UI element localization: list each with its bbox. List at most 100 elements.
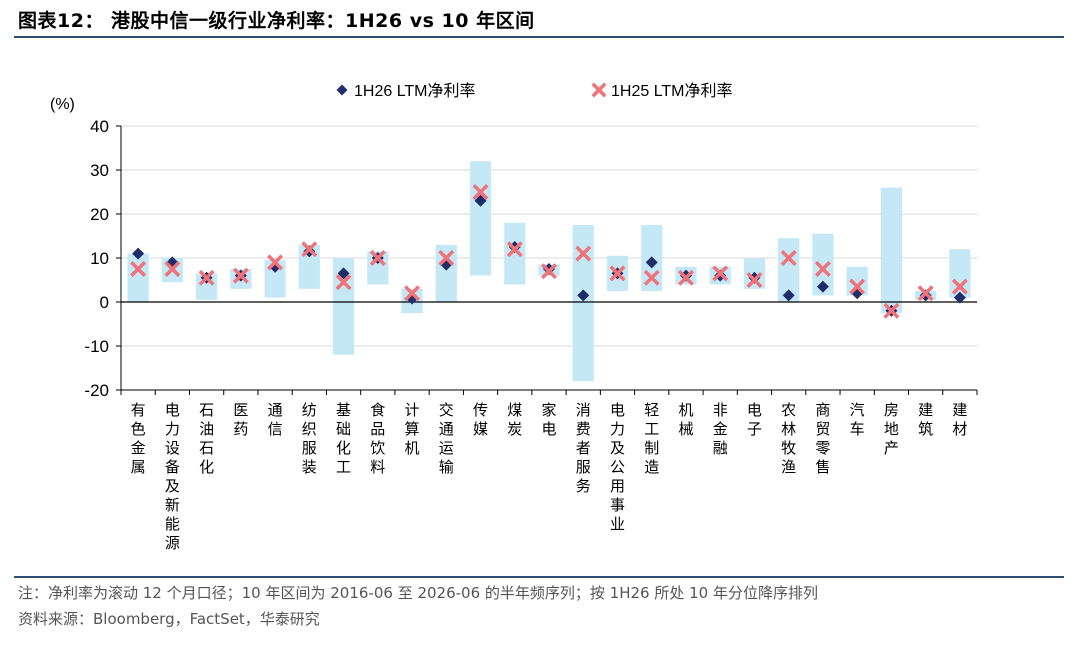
point-1h25 bbox=[335, 274, 352, 291]
y-tick-label: 10 bbox=[90, 249, 109, 268]
y-tick-label: 20 bbox=[90, 205, 109, 224]
range-bar bbox=[367, 251, 389, 285]
range-bar bbox=[812, 233, 834, 296]
category-label: 计算机 bbox=[405, 401, 420, 457]
x-marker-stroke bbox=[609, 265, 626, 282]
category-label: 煤炭 bbox=[507, 401, 522, 438]
point-1h25 bbox=[951, 278, 968, 295]
category-label: 商贸零售 bbox=[815, 401, 830, 476]
range-bar bbox=[846, 266, 868, 296]
x-marker-stroke bbox=[849, 278, 866, 295]
x-marker-stroke bbox=[438, 250, 455, 266]
x-marker-stroke bbox=[506, 241, 523, 258]
point-1h25 bbox=[917, 285, 934, 302]
category-label: 建筑 bbox=[918, 401, 933, 438]
x-marker-stroke bbox=[198, 269, 215, 286]
legend-1h25-label: 1H25 LTM净利率 bbox=[611, 82, 733, 100]
point-1h25 bbox=[369, 250, 386, 266]
y-tick-label: -20 bbox=[84, 381, 109, 400]
point-1h25 bbox=[438, 250, 455, 266]
category-label: 房地产 bbox=[884, 401, 899, 457]
point-1h25 bbox=[267, 254, 284, 271]
chart-title: 图表12： 港股中信一级行业净利率：1H26 vs 10 年区间 bbox=[18, 10, 535, 32]
point-1h26 bbox=[132, 247, 145, 260]
range-bar bbox=[949, 249, 971, 298]
y-unit-label: (%) bbox=[50, 96, 75, 113]
category-label: 非金融 bbox=[713, 401, 728, 457]
point-1h25 bbox=[575, 245, 592, 262]
title-rule bbox=[14, 36, 1064, 38]
x-marker-stroke bbox=[472, 184, 489, 200]
point-1h26 bbox=[816, 280, 829, 293]
category-label: 消费者服务 bbox=[576, 401, 591, 495]
range-bar bbox=[469, 161, 492, 276]
category-label: 传媒 bbox=[473, 401, 488, 438]
source-note: 资料来源：Bloomberg，FactSet，华泰研究 bbox=[18, 610, 320, 628]
point-1h26 bbox=[406, 292, 419, 305]
category-label: 基础化工 bbox=[336, 401, 351, 476]
x-marker-stroke bbox=[267, 254, 284, 271]
range-bar bbox=[504, 222, 526, 285]
x-marker-stroke bbox=[232, 267, 249, 284]
point-1h26 bbox=[269, 260, 282, 273]
x-marker-stroke bbox=[301, 241, 318, 258]
category-label: 汽车 bbox=[850, 401, 865, 438]
point-1h25 bbox=[643, 269, 660, 286]
category-label: 有色金属 bbox=[131, 401, 146, 476]
x-marker-stroke bbox=[746, 272, 763, 288]
category-label: 通信 bbox=[268, 401, 283, 438]
labels: -20 -10 0 10 20 30 40 (%) 有色金属 电力设备及新能源 石油石化 医药通信纺织… bbox=[50, 96, 967, 552]
x-marker-stroke bbox=[814, 261, 831, 277]
x-marker-stroke bbox=[591, 82, 607, 98]
footnote: 注：净利率为滚动 12 个月口径；10 年区间为 2016-06 至 2026-… bbox=[18, 584, 818, 602]
point-1h25 bbox=[404, 285, 421, 302]
point-1h26 bbox=[953, 291, 966, 304]
point-1h26 bbox=[577, 289, 590, 302]
point-1h25 bbox=[541, 263, 557, 280]
x-marker-stroke bbox=[883, 302, 900, 319]
y-tick-label: 40 bbox=[90, 117, 109, 136]
range-bar bbox=[127, 253, 149, 302]
range-bar bbox=[435, 244, 457, 302]
x-marker-stroke bbox=[404, 285, 421, 302]
category-label: 医药 bbox=[233, 401, 248, 438]
point-1h25 bbox=[712, 265, 729, 282]
point-1h25 bbox=[472, 184, 489, 200]
category-label: 食品饮料 bbox=[370, 401, 385, 476]
x-marker-stroke bbox=[643, 269, 660, 286]
legend: 1H26 LTM净利率 1H25 LTM净利率 bbox=[354, 82, 733, 100]
axes bbox=[116, 125, 978, 395]
range-bar bbox=[880, 187, 903, 313]
range-bar bbox=[572, 225, 594, 382]
x-marker-stroke bbox=[164, 261, 181, 277]
category-label: 家电 bbox=[541, 401, 556, 438]
point-1h25 bbox=[609, 265, 626, 282]
point-1h25 bbox=[301, 241, 318, 258]
point-1h25 bbox=[130, 261, 147, 277]
point-1h25 bbox=[780, 250, 797, 266]
category-label: 轻工制造 bbox=[644, 401, 659, 476]
range-bar bbox=[195, 273, 218, 300]
x-marker-stroke bbox=[712, 265, 729, 282]
point-1h25 bbox=[232, 267, 249, 284]
category-label: 建材 bbox=[952, 401, 967, 438]
category-label: 电力设备及新能源 bbox=[165, 401, 180, 552]
point-1h25 bbox=[506, 241, 523, 258]
category-label: 电力及公用事业 bbox=[610, 401, 625, 533]
point-1h25 bbox=[883, 302, 900, 319]
x-marker-stroke bbox=[677, 269, 694, 286]
markers bbox=[130, 82, 968, 319]
range-bar bbox=[332, 258, 355, 355]
point-1h26 bbox=[474, 194, 487, 207]
legend-1h26-label: 1H26 LTM净利率 bbox=[354, 82, 476, 100]
point-1h26 bbox=[645, 256, 658, 269]
y-tick-label: 30 bbox=[90, 161, 109, 180]
x-marker-stroke bbox=[951, 278, 968, 295]
legend-1h25-icon bbox=[591, 82, 607, 98]
legend-1h26-icon bbox=[336, 84, 348, 96]
x-marker-stroke bbox=[780, 250, 797, 266]
gridlines bbox=[121, 125, 977, 391]
footer-rule bbox=[14, 576, 1064, 578]
category-label: 石油石化 bbox=[199, 401, 214, 476]
point-1h25 bbox=[164, 261, 181, 277]
